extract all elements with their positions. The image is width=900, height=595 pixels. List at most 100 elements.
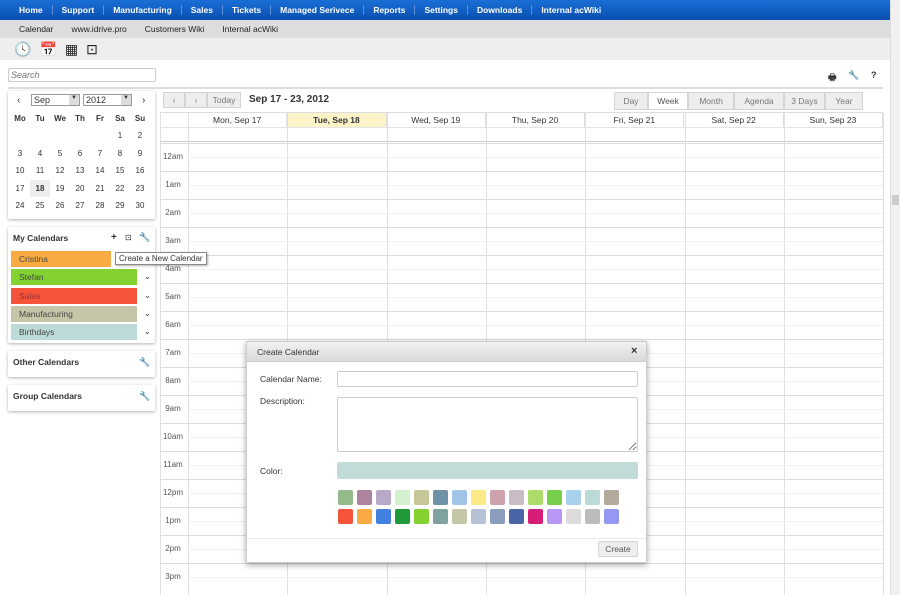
mini-day[interactable]: 5 — [57, 148, 63, 158]
day-header[interactable]: Fri, Sep 21 — [585, 113, 685, 127]
color-swatch[interactable] — [509, 490, 524, 505]
color-swatch[interactable] — [414, 509, 429, 524]
day-header[interactable]: Wed, Sep 19 — [387, 113, 486, 127]
calendar-item[interactable]: Cristina — [11, 251, 111, 267]
other-calendars-panel[interactable]: Other Calendars 🔧 — [8, 351, 155, 377]
color-swatch[interactable] — [376, 509, 391, 524]
prev-week-button[interactable]: ‹ — [163, 92, 185, 108]
description-textarea[interactable] — [337, 397, 638, 452]
chevron-down-icon[interactable]: ⌄ — [144, 290, 151, 300]
create-button[interactable]: Create — [598, 541, 638, 557]
calendar-item[interactable]: Sales — [11, 287, 137, 304]
mini-day[interactable]: 23 — [135, 183, 145, 193]
year-select[interactable]: 2012 ▼ — [83, 94, 132, 106]
day-header[interactable]: Tue, Sep 18 — [287, 113, 387, 127]
view-agenda[interactable]: Agenda — [734, 92, 784, 110]
month-select[interactable]: Sep ▼ — [31, 94, 80, 106]
mini-day[interactable]: 3 — [17, 148, 23, 158]
color-swatch[interactable] — [338, 509, 353, 524]
mini-day[interactable]: 11 — [35, 166, 45, 176]
prev-month-button[interactable]: ‹ — [17, 95, 21, 106]
view-3-days[interactable]: 3 Days — [784, 92, 825, 110]
day-header[interactable]: Sun, Sep 23 — [784, 113, 884, 127]
color-swatch[interactable] — [528, 509, 543, 524]
mini-day[interactable]: 15 — [115, 166, 125, 176]
color-swatch[interactable] — [433, 509, 448, 524]
color-swatch[interactable] — [490, 490, 505, 505]
mini-day[interactable]: 18 — [30, 179, 50, 197]
mini-day[interactable]: 19 — [55, 183, 65, 193]
mini-day[interactable]: 30 — [135, 201, 145, 211]
search-input[interactable] — [8, 68, 156, 82]
subnav-item[interactable]: Internal acWiki — [222, 24, 279, 34]
color-swatch[interactable] — [471, 490, 486, 505]
color-swatch[interactable] — [566, 490, 581, 505]
mini-day[interactable]: 10 — [15, 166, 25, 176]
calendar-icon[interactable]: 📅 — [39, 40, 57, 57]
calendar-name-input[interactable] — [337, 371, 638, 387]
mini-day[interactable]: 16 — [135, 166, 145, 176]
scrollbar-thumb[interactable] — [892, 195, 899, 205]
next-week-button[interactable]: › — [185, 92, 207, 108]
color-swatch[interactable] — [395, 490, 410, 505]
nav-item[interactable]: Sales — [182, 5, 223, 15]
mini-day[interactable]: 4 — [37, 148, 43, 158]
color-swatch[interactable] — [566, 509, 581, 524]
chevron-down-icon[interactable]: ⌄ — [144, 327, 151, 337]
color-swatch[interactable] — [338, 490, 353, 505]
color-swatch[interactable] — [547, 490, 562, 505]
subnav-item[interactable]: Customers Wiki — [144, 24, 205, 34]
group-calendars-panel[interactable]: Group Calendars 🔧 — [8, 385, 155, 411]
chevron-down-icon[interactable]: ⌄ — [144, 272, 151, 282]
wrench-icon[interactable]: 🔧 — [848, 70, 860, 80]
mini-day[interactable]: 2 — [137, 131, 143, 141]
mini-day[interactable]: 24 — [15, 201, 25, 211]
color-swatch[interactable] — [585, 509, 600, 524]
calculator-icon[interactable]: ▦ — [64, 40, 79, 57]
nav-item[interactable]: Downloads — [468, 5, 533, 15]
mini-day[interactable]: 26 — [55, 201, 65, 211]
nav-item[interactable]: Support — [53, 5, 105, 15]
mini-day[interactable]: 13 — [75, 166, 85, 176]
nav-item[interactable]: Internal acWiki — [541, 5, 602, 15]
color-swatch[interactable] — [585, 490, 600, 505]
calendar-item[interactable]: Manufacturing — [11, 305, 137, 322]
scrollbar[interactable] — [890, 0, 900, 595]
mini-day[interactable]: 12 — [55, 166, 65, 176]
color-swatch[interactable] — [490, 509, 505, 524]
nav-item[interactable]: Home — [10, 5, 53, 15]
mini-day[interactable]: 28 — [95, 201, 105, 211]
day-header[interactable]: Thu, Sep 20 — [486, 113, 586, 127]
view-week[interactable]: Week — [648, 92, 688, 110]
color-swatch[interactable] — [452, 490, 467, 505]
color-swatch[interactable] — [395, 509, 410, 524]
mini-day[interactable]: 9 — [137, 148, 143, 158]
day-header[interactable]: Sat, Sep 22 — [685, 113, 784, 127]
color-swatch[interactable] — [509, 509, 524, 524]
mini-day[interactable]: 8 — [117, 148, 123, 158]
subnav-item[interactable]: Calendar — [19, 24, 54, 34]
print-icon[interactable]: 🖶 — [828, 72, 837, 82]
color-swatch[interactable] — [376, 490, 391, 505]
nav-item[interactable]: Manufacturing — [104, 5, 182, 15]
subnav-item[interactable]: www.idrive.pro — [71, 24, 127, 34]
mini-day[interactable]: 22 — [115, 183, 125, 193]
today-button[interactable]: Today — [207, 92, 241, 108]
mini-day[interactable]: 25 — [35, 201, 45, 211]
color-swatch[interactable] — [547, 509, 562, 524]
wrench-icon[interactable]: 🔧 — [139, 357, 151, 367]
mini-day[interactable]: 6 — [77, 148, 83, 158]
mini-day[interactable]: 27 — [75, 201, 85, 211]
nav-item[interactable]: Reports — [364, 5, 416, 15]
terminal-icon[interactable]: ⊡ — [86, 40, 98, 57]
calendar-small-icon[interactable]: ⊡ — [125, 233, 132, 242]
help-icon[interactable]: ? — [871, 70, 877, 80]
mini-day[interactable]: 1 — [117, 131, 123, 141]
mini-day[interactable]: 14 — [95, 166, 105, 176]
nav-item[interactable]: Settings — [415, 5, 468, 15]
close-icon[interactable]: × — [631, 345, 638, 357]
view-month[interactable]: Month — [688, 92, 734, 110]
mini-day[interactable]: 20 — [75, 183, 85, 193]
nav-item[interactable]: Managed Serivece — [271, 5, 365, 15]
color-swatch[interactable] — [357, 509, 372, 524]
